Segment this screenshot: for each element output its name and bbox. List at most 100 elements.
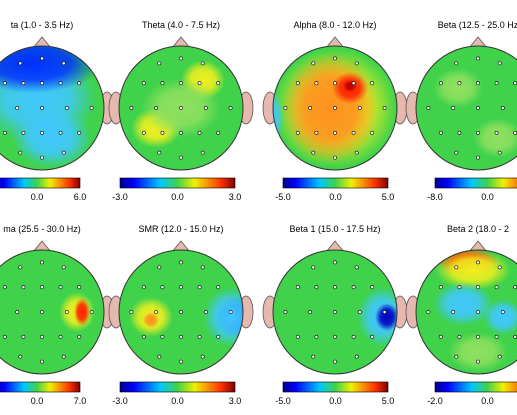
- scale-label: 5.0: [382, 192, 395, 202]
- electrode: [64, 310, 69, 314]
- topomap-panel: SMR (12.0 - 15.0 Hz) -3.0 0.0 3.0: [108, 224, 254, 406]
- activity-region: [343, 80, 357, 92]
- electrode: [370, 334, 375, 339]
- color-scale: [119, 177, 236, 189]
- electrode: [141, 130, 146, 135]
- electrode: [21, 334, 26, 339]
- electrode: [295, 81, 300, 86]
- electrode: [179, 130, 183, 135]
- electrode: [476, 56, 480, 61]
- panel-title: ma (25.5 - 30.0 Hz): [3, 224, 81, 234]
- electrode: [314, 130, 319, 135]
- electrode: [40, 285, 44, 290]
- electrode: [2, 285, 7, 290]
- electrode: [476, 260, 480, 265]
- electrode: [333, 285, 337, 290]
- electrode: [354, 354, 359, 359]
- color-scale: [0, 381, 81, 393]
- electrode: [40, 56, 44, 61]
- electrode: [64, 106, 69, 110]
- electrode: [18, 61, 23, 66]
- electrode: [21, 285, 26, 290]
- electrode: [141, 285, 146, 290]
- activity-region: [483, 299, 517, 335]
- electrode: [451, 310, 456, 314]
- activity-region: [282, 53, 378, 163]
- electrode: [15, 106, 20, 110]
- scale-label: 0.0: [31, 192, 44, 202]
- electrode: [457, 334, 462, 339]
- electrode: [157, 150, 162, 155]
- electrode: [370, 285, 375, 290]
- scale-label: -2.0: [427, 396, 443, 406]
- electrode: [476, 106, 480, 110]
- head-outline: [415, 45, 517, 171]
- activity-region: [74, 298, 90, 326]
- electrode: [513, 81, 517, 86]
- electrode: [333, 334, 337, 339]
- electrode: [160, 334, 165, 339]
- electrode: [40, 359, 44, 364]
- electrode: [500, 310, 505, 314]
- panel-title: Beta 2 (18.0 - 2: [447, 224, 509, 234]
- electrode: [61, 265, 66, 270]
- electrode: [314, 81, 319, 86]
- activity-region: [433, 282, 493, 326]
- electrode: [77, 81, 82, 86]
- electrode: [203, 310, 208, 314]
- electrode: [333, 359, 337, 364]
- electrode: [370, 81, 375, 86]
- electrode: [2, 81, 7, 86]
- electrode: [77, 285, 82, 290]
- electrode: [141, 334, 146, 339]
- scale-label: -3.0: [112, 396, 128, 406]
- electrode: [333, 81, 337, 86]
- electrode: [15, 310, 20, 314]
- electrode: [476, 285, 480, 290]
- electrode: [160, 285, 165, 290]
- electrode: [160, 130, 165, 135]
- electrode: [179, 260, 183, 265]
- electrode: [141, 81, 146, 86]
- electrode: [354, 61, 359, 66]
- activity-region: [448, 332, 508, 372]
- electrode: [18, 354, 23, 359]
- electrode: [61, 61, 66, 66]
- electrode: [40, 106, 44, 110]
- head-map: [273, 46, 397, 170]
- electrode: [438, 285, 443, 290]
- electrode: [77, 130, 82, 135]
- electrode: [179, 155, 183, 160]
- electrode: [295, 285, 300, 290]
- electrode: [454, 354, 459, 359]
- electrode: [513, 334, 517, 339]
- topomap-panel: Beta 1 (15.0 - 17.5 Hz) -5.0 0.0 5.0: [262, 224, 408, 406]
- electrode: [179, 81, 183, 86]
- electrode: [58, 285, 63, 290]
- scale-label: 3.0: [229, 192, 242, 202]
- activity-region: [143, 312, 159, 328]
- head-outline: [0, 249, 105, 375]
- electrode: [311, 61, 316, 66]
- electrode: [200, 150, 205, 155]
- electrode: [357, 310, 362, 314]
- scale-label: 0.0: [171, 192, 184, 202]
- electrode: [476, 155, 480, 160]
- electrode: [454, 61, 459, 66]
- electrode: [129, 106, 134, 110]
- activity-region: [433, 68, 483, 108]
- electrode: [308, 106, 313, 110]
- panel-title: Theta (4.0 - 7.5 Hz): [142, 20, 220, 30]
- topomap-panel: Alpha (8.0 - 12.0 Hz) -5.0 0.0 5.0: [262, 20, 408, 202]
- electrode: [40, 130, 44, 135]
- electrode: [283, 106, 288, 110]
- electrode: [40, 260, 44, 265]
- electrode: [203, 106, 208, 110]
- electrode: [513, 285, 517, 290]
- electrode: [200, 354, 205, 359]
- scale-label: 0.0: [31, 396, 44, 406]
- electrode: [351, 285, 356, 290]
- electrode: [197, 130, 202, 135]
- electrode: [179, 310, 183, 314]
